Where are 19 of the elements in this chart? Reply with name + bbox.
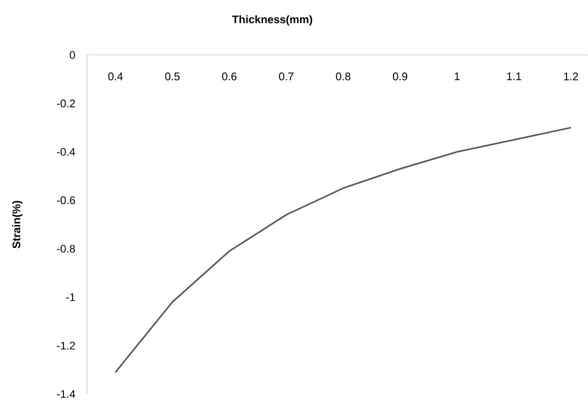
x-tick-label: 0.7	[279, 72, 294, 80]
x-axis-title: Thickness(mm)	[232, 15, 312, 26]
y-tick-label: -1.2	[57, 342, 75, 350]
x-tick-label: 0.6	[222, 72, 236, 80]
x-tick-label: 0.5	[165, 72, 180, 80]
x-tick-label: 1.2	[564, 72, 578, 80]
x-tick-label: 0.8	[336, 72, 350, 80]
y-tick-label: -0.2	[57, 100, 75, 108]
x-tick-label: 1.1	[507, 72, 522, 80]
x-tick-label: 0.4	[108, 72, 123, 80]
y-tick-label: -0.8	[57, 244, 75, 253]
x-tick-label: 1	[454, 72, 460, 80]
x-tick-label: 0.9	[392, 72, 408, 80]
y-axis-title: Strain(%)	[12, 200, 22, 248]
y-tick-label: -0.4	[57, 148, 76, 156]
y-tick-label: -1	[66, 293, 75, 301]
y-tick-label: -1.4	[57, 390, 76, 398]
y-tick-label: 0	[70, 51, 76, 59]
y-tick-label: -0.6	[57, 196, 75, 204]
